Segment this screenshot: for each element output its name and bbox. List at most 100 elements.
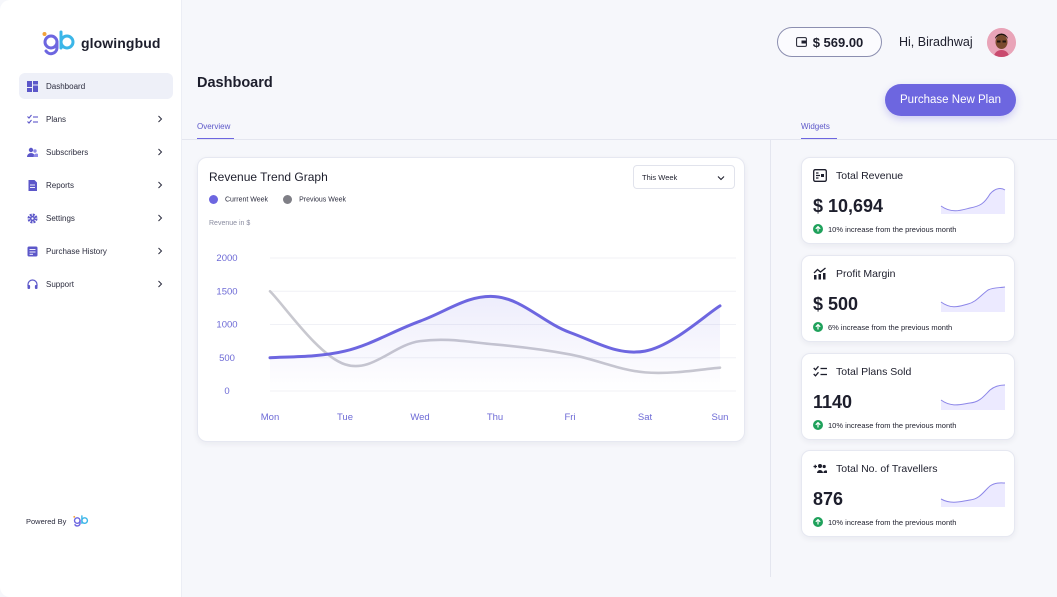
sidebar-item-label: Purchase History xyxy=(46,246,107,256)
glowingbud-logo-icon xyxy=(42,30,75,56)
sidebar-item-purchase-history[interactable]: Purchase History xyxy=(19,238,173,264)
sidebar-item-label: Support xyxy=(46,279,75,289)
sparkline xyxy=(940,188,1006,214)
widget-title: Profit Margin xyxy=(836,268,896,280)
sidebar-item-subscribers[interactable]: Subscribers xyxy=(19,139,173,165)
sidebar-item-label: Subscribers xyxy=(46,147,89,157)
sidebar-nav: Dashboard Plans Subscribers Reports xyxy=(19,73,173,304)
revenue-trend-card: Revenue Trend Graph This Week Current We… xyxy=(197,157,745,442)
chevron-down-icon xyxy=(717,176,725,181)
user-avatar-icon xyxy=(987,28,1016,57)
chevron-right-icon xyxy=(158,181,163,189)
widget-note-text: 10% increase from the previous month xyxy=(828,420,957,430)
series-line-current-week xyxy=(268,294,722,360)
x-tick-label: Thu xyxy=(487,412,503,423)
widget-value: $ 500 xyxy=(813,294,859,314)
chevron-right-icon xyxy=(158,214,163,222)
arrow-up-icon xyxy=(813,322,823,332)
series-area-current-week xyxy=(270,296,720,391)
widget-note: 6% increase from the previous month xyxy=(813,322,952,332)
y-tick-label: 0 xyxy=(224,386,229,397)
y-axis-label: Revenue in $ xyxy=(209,220,251,227)
sparkline xyxy=(940,482,1006,507)
widget-total-travellers[interactable]: Total No. of Travellers 876 10% increase… xyxy=(801,450,1015,537)
wallet-icon xyxy=(795,37,807,47)
y-tick-label: 2000 xyxy=(216,253,237,264)
x-tick-label: Fri xyxy=(564,412,575,423)
widget-note: 10% increase from the previous month xyxy=(813,517,956,527)
x-tick-label: Sun xyxy=(712,412,729,423)
widget-note: 10% increase from the previous month xyxy=(813,420,956,430)
legend-label-current: Current Week xyxy=(225,196,269,204)
brand-logo[interactable]: glowingbud xyxy=(41,30,161,56)
widget-note-text: 10% increase from the previous month xyxy=(828,224,957,234)
tabs-divider xyxy=(182,139,1057,140)
page-title: Dashboard xyxy=(197,75,273,91)
avatar[interactable] xyxy=(987,28,1016,57)
wallet-balance-value: $ 569.00 xyxy=(812,34,864,50)
y-tick-label: 1000 xyxy=(216,320,237,331)
dashboard-icon xyxy=(27,80,38,92)
widget-note-text: 6% increase from the previous month xyxy=(828,322,953,332)
gear-icon xyxy=(27,213,38,224)
history-icon xyxy=(27,246,38,257)
sparkline xyxy=(940,286,1006,312)
time-range-value: This Week xyxy=(642,172,678,182)
y-tick-label: 500 xyxy=(219,353,235,364)
chevron-right-icon xyxy=(158,148,163,156)
chevron-right-icon xyxy=(158,247,163,255)
x-tick-label: Sat xyxy=(638,412,653,423)
legend-item-previous[interactable]: Previous Week xyxy=(283,195,346,204)
legend-item-current[interactable]: Current Week xyxy=(209,195,268,204)
sidebar-item-label: Settings xyxy=(46,213,75,223)
arrow-up-icon xyxy=(813,517,823,527)
time-range-select[interactable]: This Week xyxy=(633,165,735,189)
powered-by-label: Powered By xyxy=(26,516,67,526)
widget-profit-margin[interactable]: Profit Margin $ 500 6% increase from the… xyxy=(801,255,1015,342)
powered-by: Powered By xyxy=(26,515,89,527)
sidebar-item-settings[interactable]: Settings xyxy=(19,205,173,231)
wallet-icon xyxy=(813,169,827,182)
users-icon xyxy=(27,147,38,158)
sidebar-item-plans[interactable]: Plans xyxy=(19,106,173,132)
glowingbud-mini-logo-icon xyxy=(73,515,89,527)
widget-value: 876 xyxy=(813,489,844,509)
x-tick-label: Mon xyxy=(261,412,279,423)
legend-dot-previous xyxy=(283,195,293,204)
sidebar-item-dashboard[interactable]: Dashboard xyxy=(19,73,173,99)
chevron-right-icon xyxy=(158,280,163,288)
sidebar-item-reports[interactable]: Reports xyxy=(19,172,173,198)
x-tick-label: Wed xyxy=(410,412,429,423)
report-icon xyxy=(27,179,38,191)
arrow-up-icon xyxy=(813,224,823,234)
widget-total-revenue[interactable]: Total Revenue $ 10,694 10% increase from… xyxy=(801,157,1015,244)
x-tick-label: Tue xyxy=(337,412,353,423)
sidebar-item-support[interactable]: Support xyxy=(19,271,173,297)
widget-value: 1140 xyxy=(813,392,853,412)
legend-dot-current xyxy=(209,195,218,204)
sidebar: glowingbud Dashboard Plans Subscribers xyxy=(0,0,182,597)
add-users-icon xyxy=(813,464,827,473)
tab-overview[interactable]: Overview xyxy=(197,122,234,139)
revenue-line-chart: 2000 1500 1000 500 0 Mon Tue Wed Thu Fri Sat Sun xyxy=(216,253,736,423)
sidebar-item-label: Reports xyxy=(46,180,75,190)
user-greeting: Hi, Biradhwaj xyxy=(899,35,973,49)
chart-legend: Current Week Previous Week xyxy=(209,195,346,204)
brand-name: glowingbud xyxy=(81,35,161,51)
arrow-up-icon xyxy=(813,420,823,430)
widget-total-plans-sold[interactable]: Total Plans Sold 1140 10% increase from … xyxy=(801,353,1015,440)
sidebar-item-label: Dashboard xyxy=(46,81,86,91)
growth-chart-icon xyxy=(813,267,826,280)
chevron-right-icon xyxy=(158,115,163,123)
tab-widgets[interactable]: Widgets xyxy=(801,122,837,139)
legend-label-previous: Previous Week xyxy=(299,196,347,204)
headphones-icon xyxy=(27,278,38,290)
widget-title: Total Revenue xyxy=(836,170,904,182)
widget-note: 10% increase from the previous month xyxy=(813,224,956,234)
widget-note-text: 10% increase from the previous month xyxy=(828,517,957,527)
wallet-balance[interactable]: $ 569.00 xyxy=(777,27,882,57)
section-divider xyxy=(770,140,771,577)
widget-title: Total No. of Travellers xyxy=(836,463,938,475)
purchase-new-plan-button[interactable]: Purchase New Plan xyxy=(885,84,1016,116)
y-tick-label: 1500 xyxy=(216,286,237,297)
